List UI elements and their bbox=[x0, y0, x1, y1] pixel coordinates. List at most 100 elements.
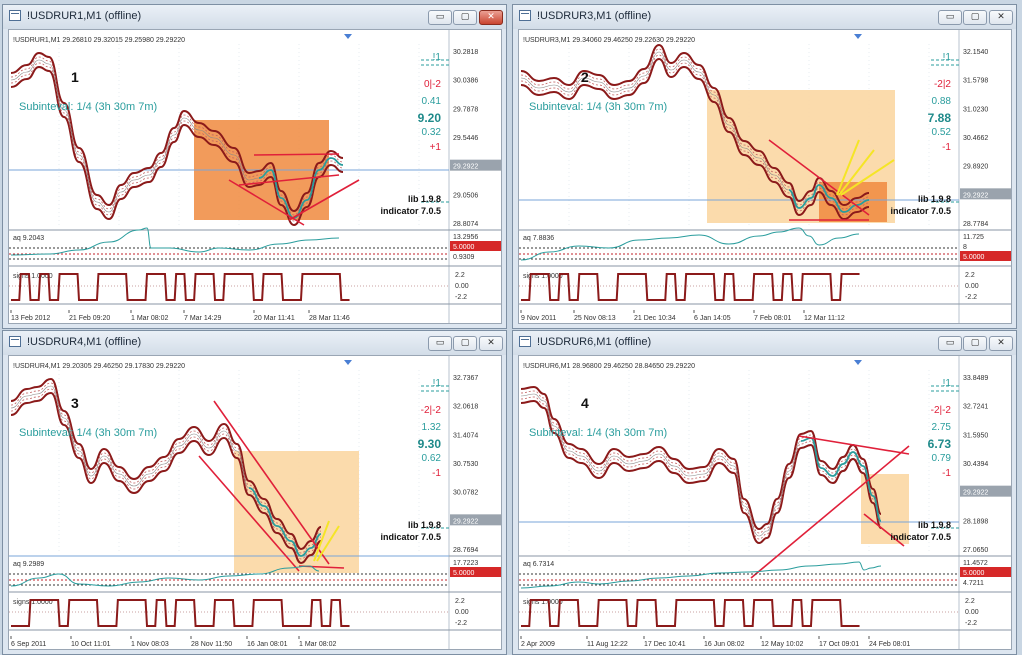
aq-scale-label: 5.0000 bbox=[963, 570, 985, 577]
maximize-button[interactable]: ▢ bbox=[963, 10, 987, 25]
trend-line[interactable] bbox=[863, 513, 905, 547]
time-axis-label: 11 Aug 12:22 bbox=[587, 641, 628, 648]
price-scale-label: 32.1540 bbox=[963, 49, 988, 56]
signs-series bbox=[11, 273, 350, 301]
signs-scale-label: 2.2 bbox=[455, 272, 465, 279]
stat-value: !1 bbox=[433, 378, 442, 389]
close-button[interactable]: ✕ bbox=[479, 336, 503, 351]
maximize-button[interactable]: ▢ bbox=[963, 336, 987, 351]
fan-line[interactable] bbox=[840, 159, 895, 196]
minimize-button[interactable]: ▭ bbox=[938, 336, 962, 351]
chart-window-icon bbox=[9, 336, 21, 347]
price-scale-label: 32.0618 bbox=[453, 404, 478, 411]
time-axis-label: 1 Nov 08:03 bbox=[131, 641, 169, 648]
aq-scale-label: 8 bbox=[963, 244, 967, 251]
trend-line[interactable] bbox=[768, 139, 870, 216]
chart-number: 2 bbox=[581, 69, 589, 85]
trend-line[interactable] bbox=[198, 455, 300, 572]
price-scale-label: 30.4394 bbox=[963, 461, 988, 468]
time-axis-label: 1 Mar 08:02 bbox=[131, 315, 168, 322]
fan-line[interactable] bbox=[313, 520, 330, 562]
time-axis-label: 28 Nov 11:50 bbox=[191, 641, 232, 648]
lib-version: lib 1.9.8 bbox=[408, 194, 441, 204]
lib-version: lib 1.9.8 bbox=[918, 520, 951, 530]
subinterval-label: Subinteval: 1/4 (3h 30m 7m) bbox=[19, 101, 157, 113]
price-chart[interactable]: !USDRUR4,M1 29.20305 29.46250 29.17830 2… bbox=[9, 356, 502, 650]
aq-scale-label: 11.4572 bbox=[963, 560, 988, 567]
window-titlebar[interactable]: !USDRUR1,M1 (offline) ▭ ▢ ✕ bbox=[3, 5, 506, 29]
trend-line[interactable] bbox=[798, 435, 910, 455]
signs-label: signs 1.0000 bbox=[13, 273, 53, 280]
window-titlebar[interactable]: !USDRUR4,M1 (offline) ▭ ▢ ✕ bbox=[3, 331, 506, 355]
price-scale-label: 29.0506 bbox=[453, 192, 478, 199]
trend-line[interactable] bbox=[750, 445, 910, 579]
fan-line[interactable] bbox=[838, 149, 875, 196]
maximize-button[interactable]: ▢ bbox=[453, 336, 477, 351]
signs-scale-label: 0.00 bbox=[455, 283, 469, 290]
window-titlebar[interactable]: !USDRUR3,M1 (offline) ▭ ▢ ✕ bbox=[513, 5, 1016, 29]
signs-series bbox=[521, 599, 860, 627]
chart-window-2[interactable]: !USDRUR3,M1 (offline) ▭ ▢ ✕ !USDRUR3,M1 29.3… bbox=[512, 4, 1017, 329]
stat-value: 0|-2 bbox=[424, 79, 441, 90]
minimize-button[interactable]: ▭ bbox=[428, 336, 452, 351]
fan-line[interactable] bbox=[316, 525, 340, 562]
minimize-button[interactable]: ▭ bbox=[938, 10, 962, 25]
price-chart[interactable]: !USDRUR6,M1 28.96800 29.46250 28.84650 2… bbox=[519, 356, 1012, 650]
subinterval-label: Subinteval: 1/4 (3h 30m 7m) bbox=[19, 427, 157, 439]
chart-window-3[interactable]: !USDRUR4,M1 (offline) ▭ ▢ ✕ !USDRUR4,M1 29.2… bbox=[2, 330, 507, 655]
stat-value: -2|2 bbox=[934, 79, 951, 90]
time-axis-label: 17 Dec 10:41 bbox=[644, 641, 686, 648]
aq-threshold-box bbox=[450, 567, 501, 577]
trend-line[interactable] bbox=[228, 179, 305, 226]
close-button[interactable]: ✕ bbox=[479, 10, 503, 25]
price-chart[interactable]: !USDRUR1,M1 29.26810 29.32015 29.25980 2… bbox=[9, 30, 502, 324]
subinterval-label: Subinteval: 1/4 (3h 30m 7m) bbox=[529, 427, 667, 439]
time-axis-label: 6 Sep 2011 bbox=[11, 641, 46, 648]
chart-area[interactable]: !USDRUR4,M1 29.20305 29.46250 29.17830 2… bbox=[8, 355, 502, 650]
price-scale-label: 30.0386 bbox=[453, 78, 478, 85]
window-titlebar[interactable]: !USDRUR6,M1 (offline) ▭ ▢ ✕ bbox=[513, 331, 1016, 355]
signs-scale-label: 2.2 bbox=[455, 598, 465, 605]
aq-series bbox=[10, 565, 320, 587]
aq-threshold-box bbox=[450, 241, 501, 251]
stat-value: -2|-2 bbox=[421, 405, 442, 416]
aq-label: aq 7.8836 bbox=[523, 235, 554, 242]
close-button[interactable]: ✕ bbox=[989, 336, 1013, 351]
chart-header: !USDRUR3,M1 29.34060 29.46250 29.22630 2… bbox=[523, 37, 695, 44]
close-button[interactable]: ✕ bbox=[989, 10, 1013, 25]
price-scale-label: 28.1898 bbox=[963, 518, 988, 525]
price-scale-label: 31.5950 bbox=[963, 432, 988, 439]
signs-scale-label: 0.00 bbox=[965, 283, 979, 290]
minimize-button[interactable]: ▭ bbox=[428, 10, 452, 25]
chart-area[interactable]: !USDRUR3,M1 29.34060 29.46250 29.22630 2… bbox=[518, 29, 1012, 324]
maximize-button[interactable]: ▢ bbox=[453, 10, 477, 25]
price-scale-label: 32.7367 bbox=[453, 375, 478, 382]
indicator-version: indicator 7.0.5 bbox=[380, 206, 441, 216]
window-title: !USDRUR1,M1 (offline) bbox=[27, 10, 142, 22]
price-scale-label: 31.4074 bbox=[453, 432, 478, 439]
price-scale-label: 29.2922 bbox=[453, 164, 478, 171]
chart-area[interactable]: !USDRUR1,M1 29.26810 29.32015 29.25980 2… bbox=[8, 29, 502, 324]
fan-line[interactable] bbox=[836, 139, 860, 196]
price-scale-label: 28.7784 bbox=[963, 221, 988, 228]
trend-line[interactable] bbox=[238, 174, 340, 186]
chart-area[interactable]: !USDRUR6,M1 28.96800 29.46250 28.84650 2… bbox=[518, 355, 1012, 650]
stat-value: -1 bbox=[432, 468, 441, 479]
aq-scale-label: 17.7223 bbox=[453, 560, 478, 567]
aq-threshold-box bbox=[960, 567, 1011, 577]
current-price-box bbox=[960, 485, 1011, 497]
signs-series bbox=[11, 599, 350, 627]
stat-value: -2|-2 bbox=[931, 405, 952, 416]
trend-line[interactable] bbox=[288, 179, 360, 221]
time-axis-label: 16 Jan 08:01 bbox=[247, 641, 288, 648]
trend-line[interactable] bbox=[213, 400, 330, 565]
aq-scale-label: 0.9309 bbox=[453, 254, 475, 261]
signs-label: signs 1.0000 bbox=[523, 599, 563, 606]
price-chart[interactable]: !USDRUR3,M1 29.34060 29.46250 29.22630 2… bbox=[519, 30, 1012, 324]
stat-value: 6.73 bbox=[928, 437, 952, 451]
chart-number: 4 bbox=[581, 395, 589, 411]
chart-window-4[interactable]: !USDRUR6,M1 (offline) ▭ ▢ ✕ !USDRUR6,M1 28.9… bbox=[512, 330, 1017, 655]
chart-window-icon bbox=[519, 10, 531, 21]
trend-line[interactable] bbox=[253, 153, 340, 156]
chart-window-1[interactable]: !USDRUR1,M1 (offline) ▭ ▢ ✕ !USDRUR1,M1 29.2… bbox=[2, 4, 507, 329]
